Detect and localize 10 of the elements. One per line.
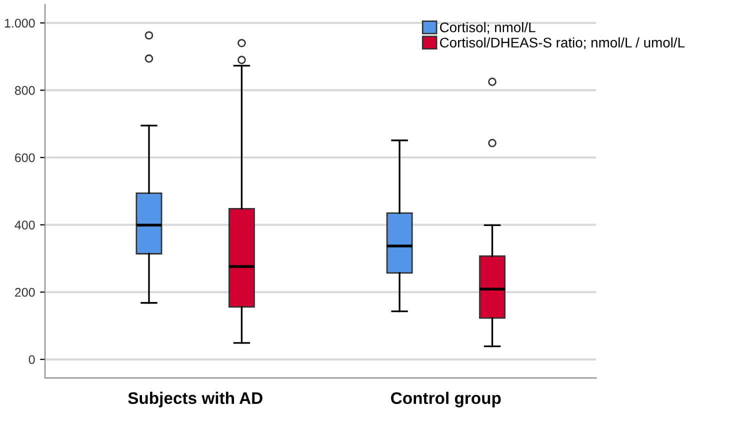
y-tick-label: 600 bbox=[15, 153, 35, 162]
legend-label: Cortisol/DHEAS-S ratio; nmol/L / umol/L bbox=[440, 37, 685, 50]
y-tick-label: 200 bbox=[15, 288, 35, 297]
y-tick-label: 1.000 bbox=[4, 18, 35, 28]
x-tick-label: Control group bbox=[391, 392, 501, 408]
y-tick-label: 800 bbox=[14, 86, 35, 95]
x-tick-label: Subjects with AD bbox=[128, 392, 262, 408]
legend-label: Cortisol; nmol/L bbox=[440, 22, 536, 34]
y-tick-label: 0 bbox=[28, 355, 35, 364]
y-tick-label: 400 bbox=[14, 220, 35, 230]
